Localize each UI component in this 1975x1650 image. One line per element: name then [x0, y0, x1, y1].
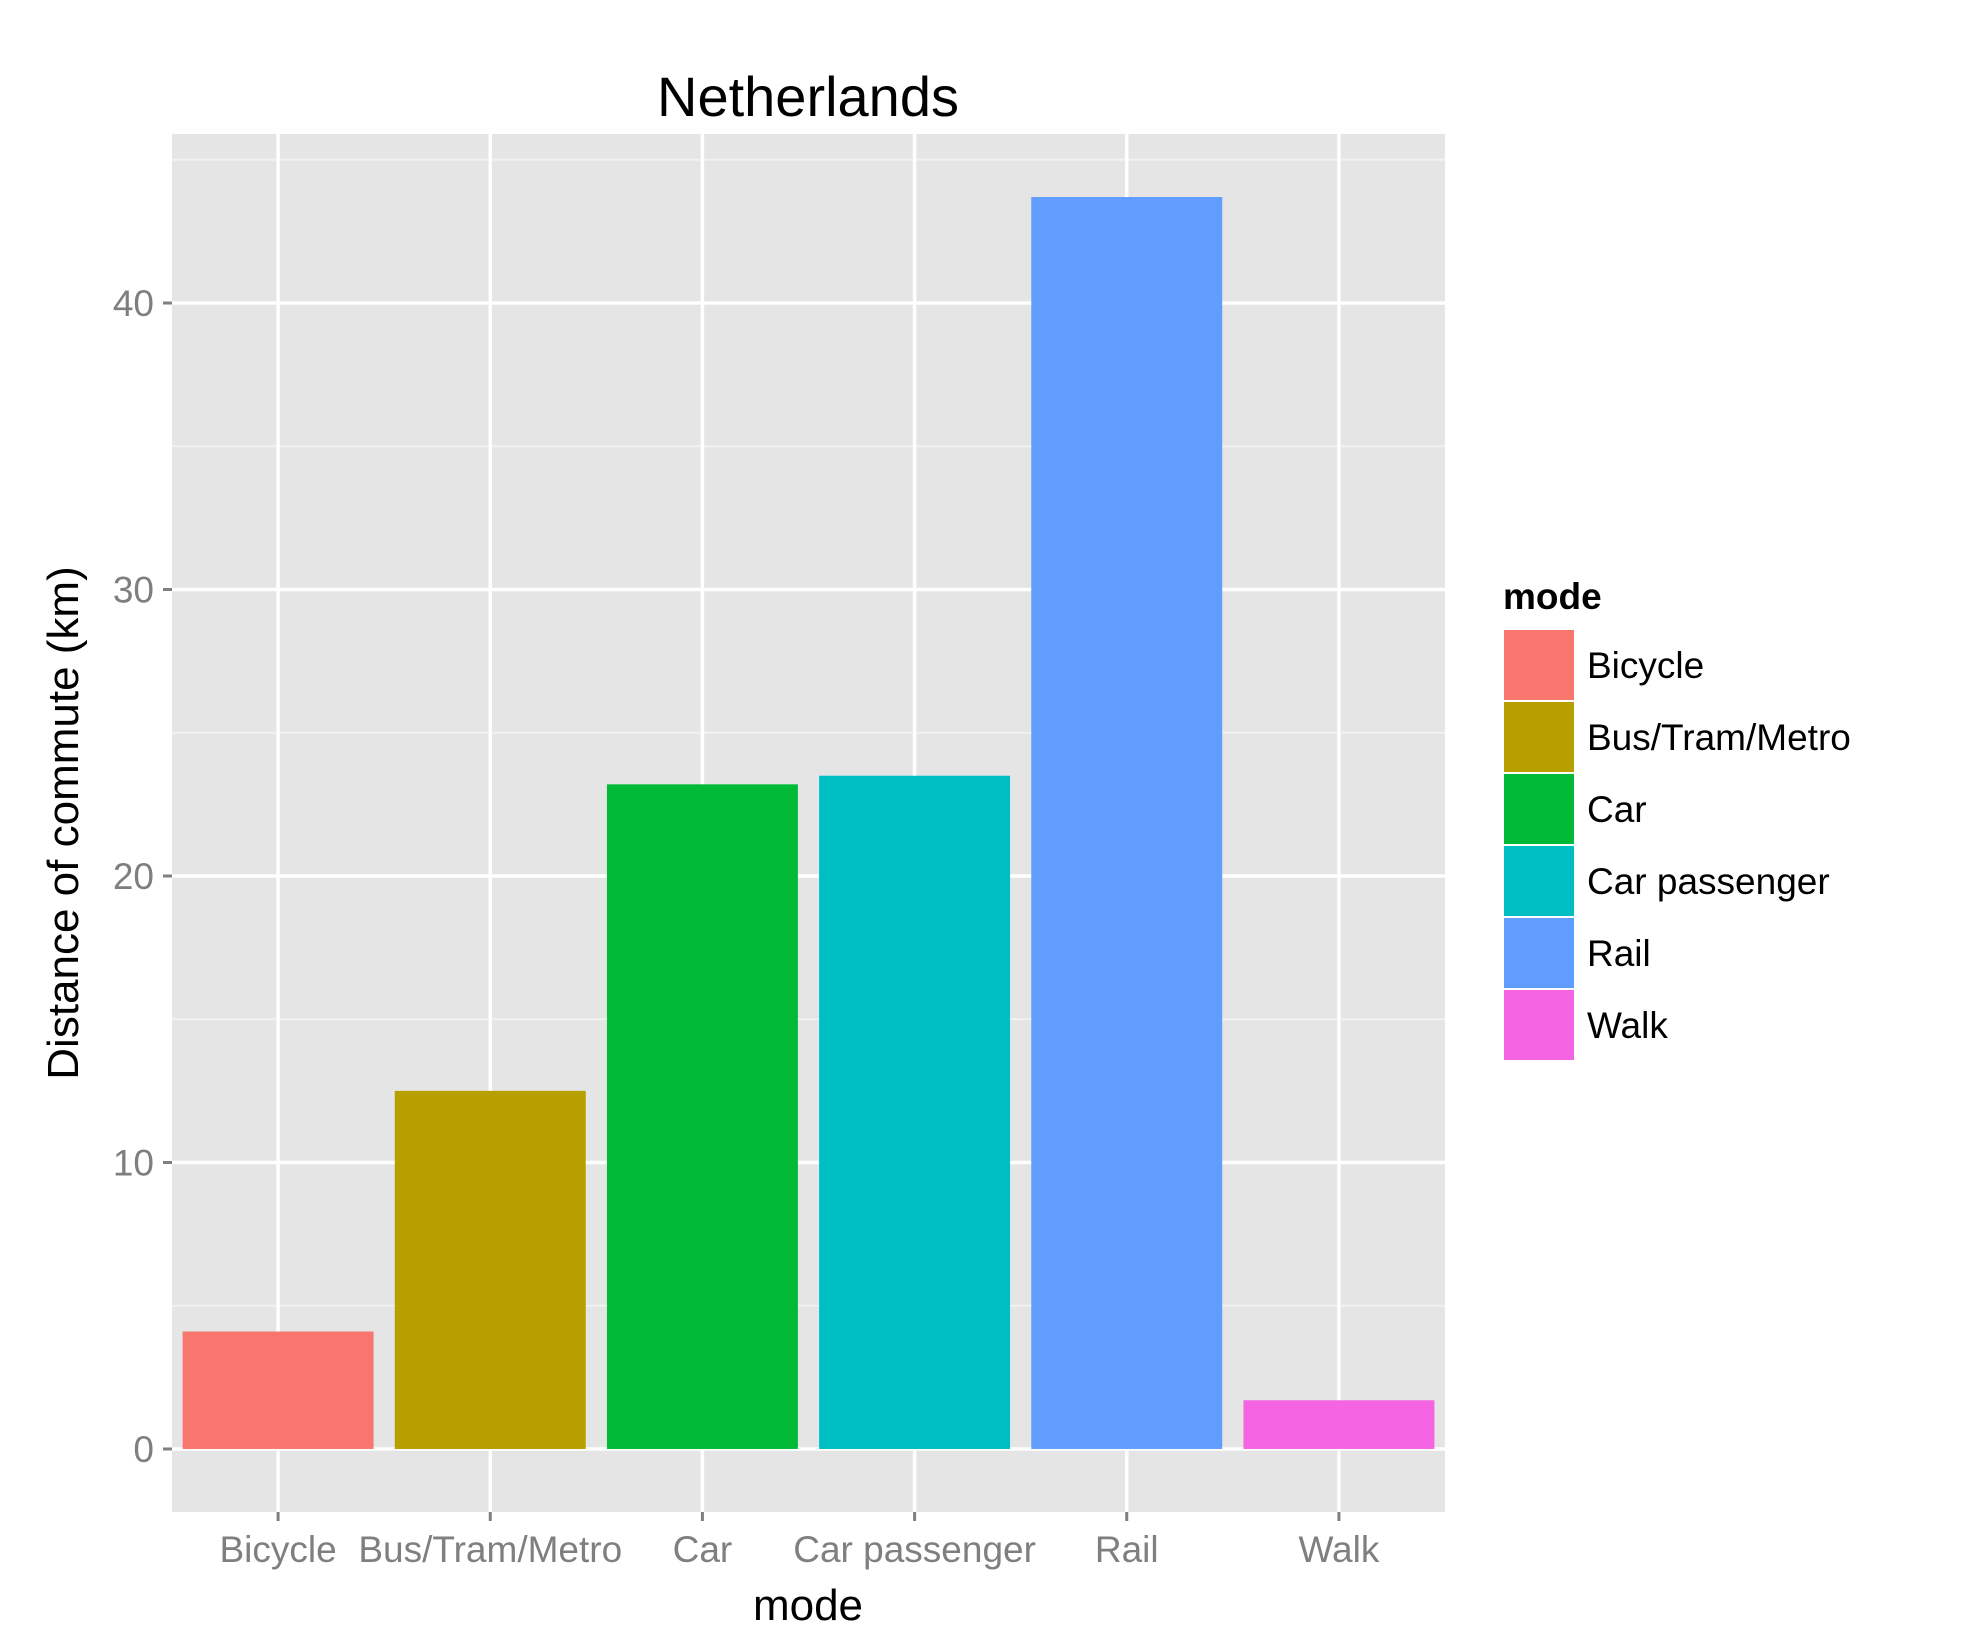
- legend-key: [1502, 772, 1576, 846]
- x-tick-label: Car passenger: [793, 1529, 1036, 1570]
- x-tick-label: Rail: [1095, 1529, 1159, 1570]
- legend-key: [1502, 628, 1576, 702]
- x-tick-label: Bus/Tram/Metro: [358, 1529, 622, 1570]
- bars: [182, 197, 1435, 1449]
- legend-key: [1502, 916, 1576, 990]
- legend-key: [1502, 700, 1576, 774]
- minor-gridlines: [172, 158, 1445, 1307]
- legend-label: Bicycle: [1587, 645, 1704, 686]
- chart-title: Netherlands: [657, 65, 959, 128]
- legend-label: Walk: [1587, 1005, 1668, 1046]
- y-axis: 0 10 20 30 40: [113, 283, 172, 1470]
- bar: [182, 1331, 374, 1449]
- x-tick-label: Walk: [1298, 1529, 1379, 1570]
- x-tick-label: Car: [673, 1529, 733, 1570]
- x-axis-title: mode: [753, 1581, 863, 1630]
- legend-title: mode: [1503, 576, 1602, 617]
- bar: [1243, 1400, 1435, 1449]
- plot-panel: [172, 134, 1445, 1512]
- legend-label: Rail: [1587, 933, 1651, 974]
- y-tick-label: 10: [113, 1142, 154, 1183]
- y-tick-label: 40: [113, 283, 154, 324]
- x-axis: Bicycle Bus/Tram/Metro Car Car passenger Rai…: [219, 1512, 1380, 1570]
- y-tick-label: 30: [113, 570, 154, 611]
- y-tick-label: 20: [113, 856, 154, 897]
- legend-label: Car passenger: [1587, 861, 1830, 902]
- legend-key: [1502, 988, 1576, 1062]
- legend-key: [1502, 844, 1576, 918]
- legend-label: Bus/Tram/Metro: [1587, 717, 1851, 758]
- x-tick-label: Bicycle: [219, 1529, 336, 1570]
- y-tick-label: 0: [133, 1429, 154, 1470]
- legend-label: Car: [1587, 789, 1647, 830]
- y-axis-title: Distance of commute (km): [39, 566, 88, 1079]
- legend: mode Bicycle Bus/Tram/Metro Car Car passeng…: [1502, 576, 1851, 1062]
- bar: [606, 784, 798, 1449]
- bar: [819, 775, 1011, 1449]
- legend-entries: Bicycle Bus/Tram/Metro Car Car passenger Rai…: [1502, 628, 1851, 1062]
- bar: [394, 1090, 586, 1449]
- bar: [1031, 197, 1223, 1449]
